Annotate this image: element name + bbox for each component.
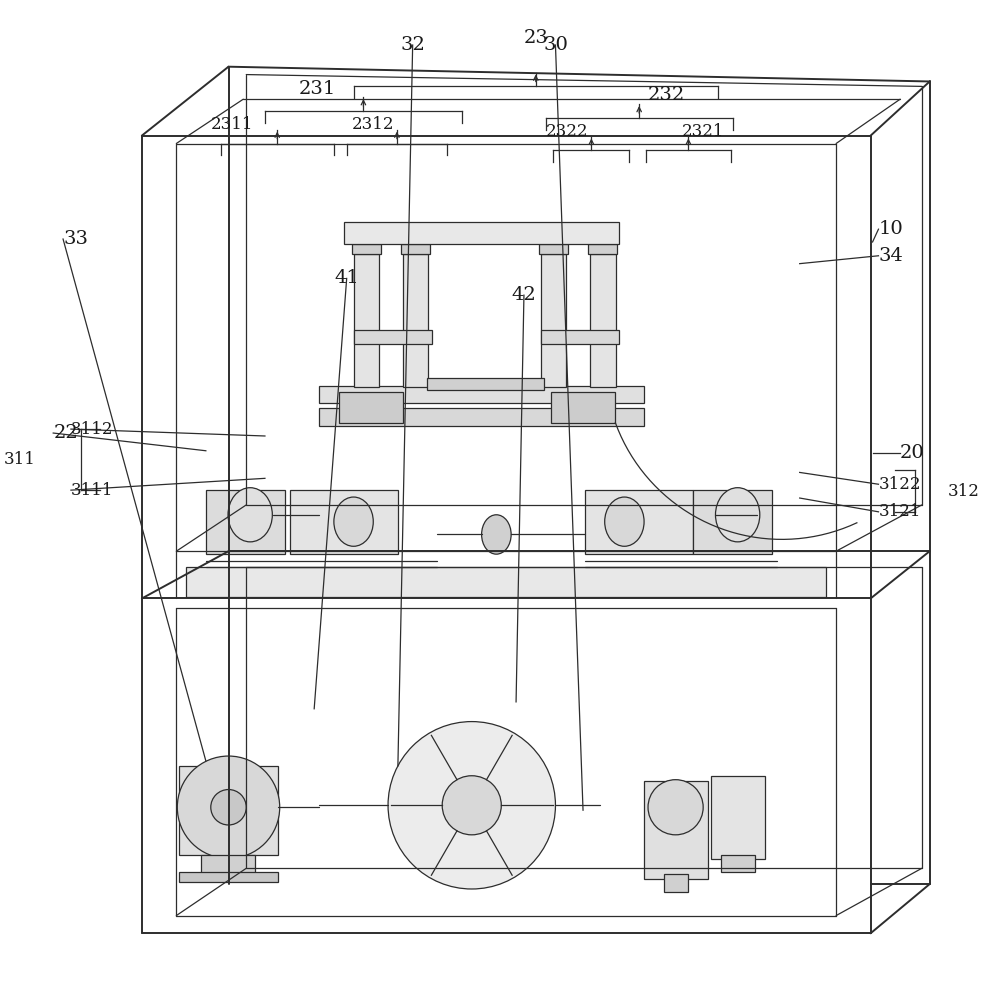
Ellipse shape (715, 488, 760, 542)
Text: 3112: 3112 (71, 421, 113, 438)
FancyBboxPatch shape (711, 776, 765, 859)
Text: 232: 232 (648, 86, 685, 104)
Text: 30: 30 (543, 36, 568, 54)
FancyBboxPatch shape (179, 766, 278, 855)
Text: 41: 41 (334, 269, 359, 287)
FancyBboxPatch shape (201, 855, 255, 879)
FancyBboxPatch shape (352, 244, 381, 254)
FancyBboxPatch shape (541, 254, 566, 387)
Text: 34: 34 (878, 247, 903, 265)
FancyBboxPatch shape (427, 378, 544, 390)
Ellipse shape (482, 515, 511, 554)
Text: 22: 22 (53, 424, 78, 442)
Text: 3121: 3121 (878, 503, 921, 520)
FancyBboxPatch shape (585, 490, 693, 554)
FancyBboxPatch shape (403, 254, 428, 387)
Ellipse shape (605, 497, 644, 546)
Ellipse shape (334, 497, 373, 546)
Text: 2312: 2312 (352, 116, 395, 133)
Circle shape (388, 722, 555, 889)
FancyBboxPatch shape (319, 408, 644, 426)
FancyBboxPatch shape (354, 330, 432, 344)
Text: 3111: 3111 (71, 482, 113, 499)
Text: 20: 20 (900, 444, 925, 462)
FancyBboxPatch shape (644, 781, 708, 879)
FancyBboxPatch shape (590, 254, 616, 387)
Text: 231: 231 (299, 80, 336, 98)
FancyBboxPatch shape (401, 244, 430, 254)
Text: 2322: 2322 (546, 123, 589, 140)
Circle shape (211, 790, 246, 825)
Circle shape (442, 776, 501, 835)
Text: 10: 10 (878, 220, 903, 238)
FancyBboxPatch shape (319, 386, 644, 403)
Text: 23: 23 (523, 29, 548, 47)
Text: 2311: 2311 (211, 116, 254, 133)
Text: 32: 32 (400, 36, 425, 54)
Ellipse shape (228, 488, 272, 542)
FancyBboxPatch shape (354, 254, 379, 387)
FancyBboxPatch shape (339, 392, 403, 423)
FancyBboxPatch shape (721, 855, 755, 872)
Text: 3122: 3122 (878, 476, 921, 493)
Circle shape (648, 780, 703, 835)
FancyBboxPatch shape (186, 567, 826, 597)
Text: 42: 42 (512, 286, 536, 304)
Text: 312: 312 (947, 483, 979, 500)
FancyBboxPatch shape (539, 244, 568, 254)
Text: 33: 33 (63, 230, 88, 248)
Text: 2321: 2321 (682, 123, 724, 140)
FancyBboxPatch shape (664, 874, 688, 892)
FancyBboxPatch shape (206, 490, 285, 554)
FancyBboxPatch shape (541, 330, 619, 344)
FancyBboxPatch shape (588, 244, 617, 254)
FancyBboxPatch shape (179, 872, 278, 882)
FancyBboxPatch shape (344, 222, 619, 244)
Circle shape (177, 756, 280, 858)
FancyBboxPatch shape (693, 490, 772, 554)
FancyBboxPatch shape (290, 490, 398, 554)
Text: 311: 311 (4, 451, 35, 468)
FancyBboxPatch shape (551, 392, 615, 423)
